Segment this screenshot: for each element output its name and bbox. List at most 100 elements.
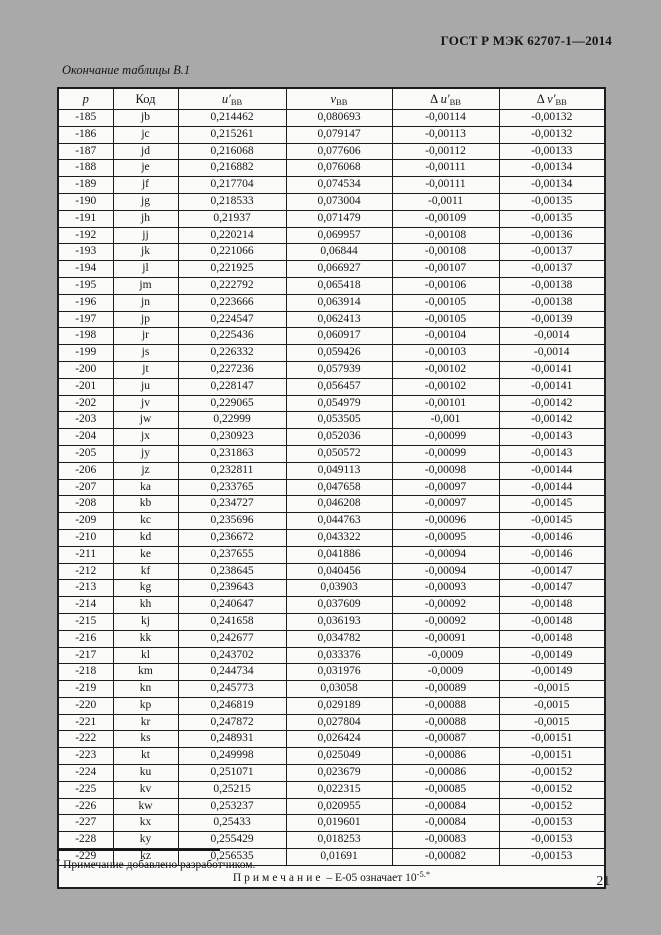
table-cell: 0,063914 [285,293,393,312]
table-cell: 0,251071 [177,764,287,782]
table-cell: -0,00145 [498,495,606,514]
table-cell: -191 [57,209,114,228]
table-cell: 0,034782 [285,629,393,648]
table-cell: -0,0015 [498,696,606,715]
table-cell: -0,00146 [498,528,606,547]
table-cell: jd [112,142,179,161]
table-cell: -224 [57,764,114,782]
table-row: -213 kg 0,239643 0,03903 -0,00093 -0,00147 [57,579,606,598]
table-cell: 0,077606 [285,142,393,161]
table-row: -211 ke 0,237655 0,041886 -0,00094 -0,00146 [57,545,606,564]
table-cell: -222 [57,730,114,749]
table-cell: -0,00111 [391,176,500,194]
table-row: -219 kn 0,245773 0,03058 -0,00089 -0,0015 [57,680,606,698]
table-cell: -0,00105 [391,293,500,312]
table-cell: 0,240647 [177,596,287,614]
table-cell: -207 [57,478,114,497]
table-cell: ke [112,545,179,564]
table-cell: -186 [57,125,114,144]
table-cell: 0,241658 [177,612,287,631]
table-cell: 0,246819 [177,696,287,715]
table-cell: -0,00112 [391,142,500,161]
table-cell: 0,25215 [177,780,287,799]
table-cell: -0,00142 [498,394,606,413]
table-cell: -0,00144 [498,478,606,497]
column-header: vВВ [285,87,393,110]
column-header: u′ВВ [177,87,287,110]
table-cell: 0,025049 [285,747,393,766]
table-cell: -206 [57,461,114,480]
table-cell: 0,221066 [177,243,287,262]
table-header-row: p Код u′ВВ vВВ Δ u′ВВ Δ v′ВВ [57,87,606,110]
table-cell: -0,00104 [391,327,500,346]
table-row: -223 kt 0,249998 0,025049 -0,00086 -0,00151 [57,747,606,766]
table-cell: -0,00135 [498,209,606,228]
table-cell: -229 [57,848,114,866]
table-cell: kr [112,713,179,732]
table-cell: -190 [57,192,114,211]
column-header: Код [112,87,179,110]
page-number: 21 [596,873,611,888]
column-header: p [57,87,114,110]
note-exponent: -5. [416,868,426,879]
table-cell: -0,00095 [391,528,500,547]
table-cell: -195 [57,276,114,295]
table-cell: -0,00097 [391,495,500,514]
table-cell: 0,245773 [177,680,287,698]
table-cell: 0,244734 [177,663,287,682]
table-cell: -0,0015 [498,713,606,732]
table-cell: -0,00098 [391,461,500,480]
table-cell: 0,043322 [285,528,393,547]
table-cell: 0,230923 [177,428,287,446]
table-cell: -0,0014 [498,344,606,362]
table-cell: 0,256535 [177,848,287,866]
table-cell: -225 [57,780,114,799]
table-cell: ka [112,478,179,497]
table-cell: 0,054979 [285,394,393,413]
table-cell: kj [112,612,179,631]
table-cell: -0,00113 [391,125,500,144]
table-row: -204 jx 0,230923 0,052036 -0,00099 -0,00143 [57,428,606,446]
table-cell: 0,22999 [177,411,287,430]
table-cell: -0,00088 [391,696,500,715]
table-cell: -0,00153 [498,814,606,833]
table-cell: 0,023679 [285,764,393,782]
table-cell: 0,221925 [177,260,287,278]
table-row: -187 jd 0,216068 0,077606 -0,00112 -0,00133 [57,142,606,161]
table-cell: -205 [57,444,114,463]
table-row: -194 jl 0,221925 0,066927 -0,00107 -0,00137 [57,260,606,278]
table-cell: -0,00099 [391,428,500,446]
table-cell: -215 [57,612,114,631]
table-cell: 0,049113 [285,461,393,480]
table-cell: -188 [57,159,114,178]
table-cell: 0,074534 [285,176,393,194]
table-cell: 0,022315 [285,780,393,799]
table-cell: 0,232811 [177,461,287,480]
table-cell: -0,00083 [391,831,500,850]
table-cell: jx [112,428,179,446]
table-cell: -189 [57,176,114,194]
table-cell: 0,239643 [177,579,287,598]
table-cell: -201 [57,377,114,396]
table-cell: 0,053505 [285,411,393,430]
table-cell: -0,00151 [498,747,606,766]
table-cell: -217 [57,646,114,665]
table-cell: -213 [57,579,114,598]
table-cell: -0,00148 [498,612,606,631]
table-cell: -0,00141 [498,360,606,379]
table-row: -221 kr 0,247872 0,027804 -0,00088 -0,0015 [57,713,606,732]
table-cell: -0,00149 [498,663,606,682]
table-cell: -0,00086 [391,747,500,766]
table-row: -196 jn 0,223666 0,063914 -0,00105 -0,00138 [57,293,606,312]
table-cell: jy [112,444,179,463]
table-cell: -0,0014 [498,327,606,346]
table-cell: -0,00139 [498,310,606,329]
table-cell: -0,00152 [498,797,606,816]
table-cell: 0,019601 [285,814,393,833]
table-row: -226 kw 0,253237 0,020955 -0,00084 -0,00152 [57,797,606,816]
table-cell: -0,00138 [498,276,606,295]
table-cell: 0,234727 [177,495,287,514]
table-cell: -0,00151 [498,730,606,749]
column-header: Δ u′ВВ [391,87,500,110]
table-cell: 0,215261 [177,125,287,144]
